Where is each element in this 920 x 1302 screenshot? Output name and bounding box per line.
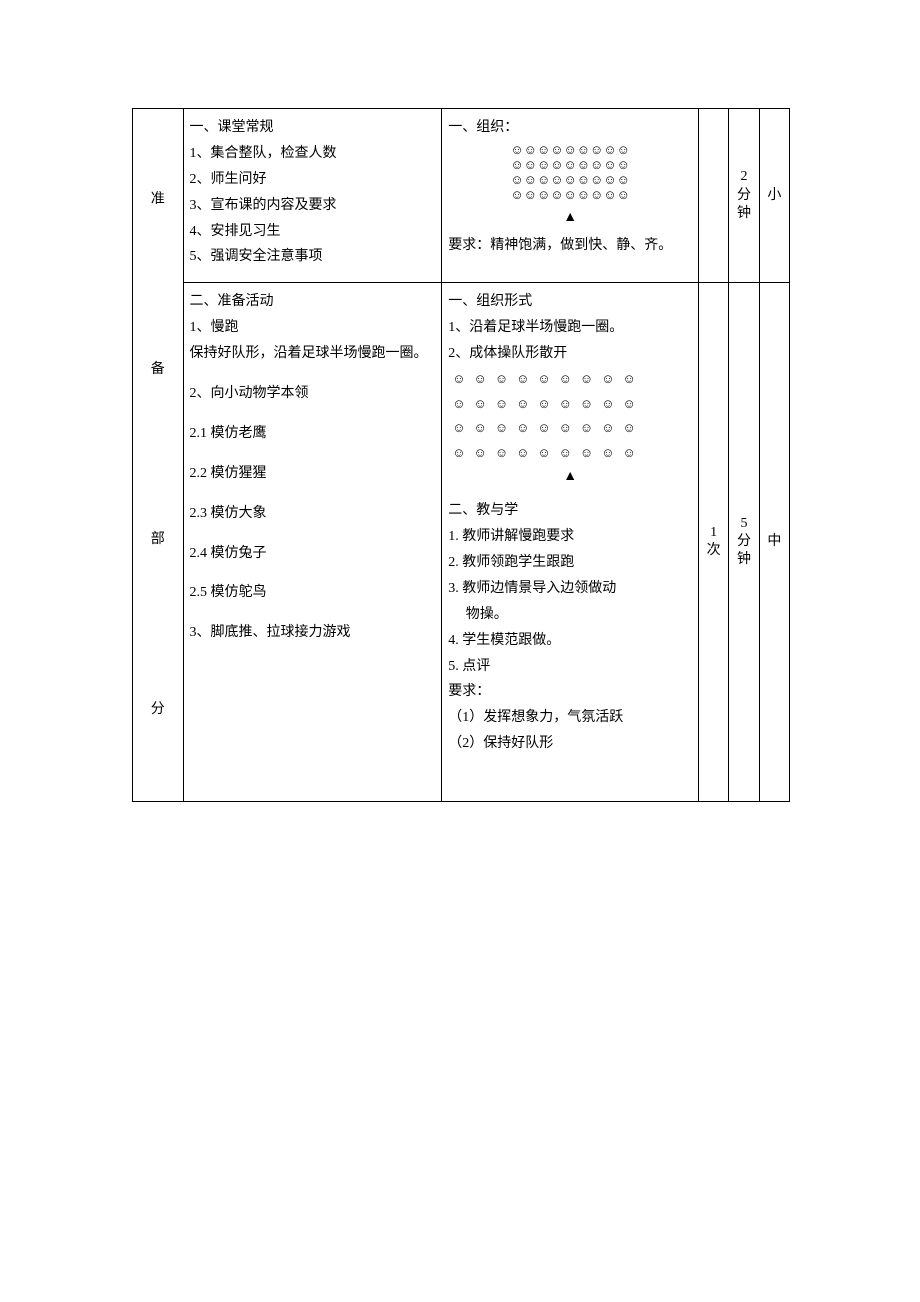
row2-steps: 1. 教师讲解慢跑要求 2. 教师领跑学生跟跑 3. 教师边情景导入边领做动 物…: [448, 524, 692, 679]
duration-unit: 钟: [737, 205, 751, 223]
spacer: [448, 488, 692, 498]
row2-req-label: 要求：: [448, 679, 692, 705]
formation-row: ☺☺☺☺☺☺☺☺☺: [452, 441, 692, 466]
row1-duration-cell: 2 分 钟: [729, 109, 759, 283]
formation-row: ☺☺☺☺☺☺☺☺☺: [448, 143, 692, 158]
formation-row: ☺☺☺☺☺☺☺☺☺: [452, 392, 692, 417]
row2-duration: 5 分 钟: [735, 515, 752, 570]
duration-value: 5: [740, 515, 747, 533]
spacer: [448, 757, 692, 777]
row1-intensity: 小: [766, 187, 783, 205]
row2-req1: （1）发挥想象力，气氛活跃: [448, 705, 692, 731]
row1-item-4: 4、安排见习生: [190, 219, 436, 245]
formation-row: ☺☺☺☺☺☺☺☺☺: [452, 367, 692, 392]
row1-duration: 2 分 钟: [735, 168, 752, 223]
row1-content-title: 一、课堂常规: [190, 115, 436, 141]
row2-intensity-cell: 中: [759, 283, 789, 802]
section-label: 准 备 部 分: [139, 115, 177, 795]
row1-org-title: 一、组织：: [448, 115, 692, 141]
step: 5. 点评: [448, 654, 692, 680]
row1-req: 要求：精神饱满，做到快、静、齐。: [448, 233, 692, 259]
row2-req2: （2）保持好队形: [448, 731, 692, 757]
row2-p2: 2、向小动物学本领: [190, 381, 436, 407]
row2-org-cell: 一、组织形式 1、沿着足球半场慢跑一圈。 2、成体操队形散开 ☺☺☺☺☺☺☺☺☺…: [442, 283, 699, 802]
row2-s2: 2.2 模仿猩猩: [190, 461, 436, 487]
row2-p3: 3、脚底推、拉球接力游戏: [190, 620, 436, 646]
row1-item-5: 5、强调安全注意事项: [190, 244, 436, 270]
row1-item-1: 1、集合整队，检查人数: [190, 141, 436, 167]
teacher-marker: ▲: [448, 466, 692, 488]
section-char-4: 分: [151, 697, 165, 723]
row2-duration-cell: 5 分 钟: [729, 283, 759, 802]
times-value: 1: [710, 524, 717, 542]
row2-content-cell: 二、准备活动 1、慢跑 保持好队形，沿着足球半场慢跑一圈。 2、向小动物学本领 …: [183, 283, 442, 802]
section-label-cell: 准 备 部 分: [133, 109, 184, 802]
step: 3. 教师边情景导入边领做动: [448, 576, 692, 602]
row1-content-items: 1、集合整队，检查人数 2、师生问好 3、宣布课的内容及要求 4、安排见习生 5…: [190, 141, 436, 270]
step: 物操。: [448, 602, 692, 628]
row2-org-t1a: 1、沿着足球半场慢跑一圈。: [448, 315, 692, 341]
section-char-1: 准: [151, 187, 165, 213]
section-char-3: 部: [151, 527, 165, 553]
formation-row: ☺☺☺☺☺☺☺☺☺: [448, 173, 692, 188]
lesson-plan-table: 准 备 部 分 一、课堂常规 1、集合整队，检查人数 2、师生问好 3、宣布课的…: [132, 108, 790, 802]
row2-formation: ☺☺☺☺☺☺☺☺☺ ☺☺☺☺☺☺☺☺☺ ☺☺☺☺☺☺☺☺☺ ☺☺☺☺☺☺☺☺☺: [448, 367, 692, 466]
row2-title: 二、准备活动: [190, 289, 436, 315]
duration-unit: 钟: [737, 551, 751, 569]
formation-row: ☺☺☺☺☺☺☺☺☺: [448, 188, 692, 203]
row2-org-t2: 二、教与学: [448, 498, 692, 524]
row2-org-t1: 一、组织形式: [448, 289, 692, 315]
row2-p1a: 1、慢跑: [190, 315, 436, 341]
row2-s1: 2.1 模仿老鹰: [190, 421, 436, 447]
row1-formation: ☺☺☺☺☺☺☺☺☺ ☺☺☺☺☺☺☺☺☺ ☺☺☺☺☺☺☺☺☺ ☺☺☺☺☺☺☺☺☺: [448, 143, 692, 203]
row2-times: 1 次: [705, 524, 722, 560]
page: 准 备 部 分 一、课堂常规 1、集合整队，检查人数 2、师生问好 3、宣布课的…: [0, 0, 920, 1272]
row2-intensity: 中: [766, 533, 783, 551]
row2-org-t1b: 2、成体操队形散开: [448, 341, 692, 367]
row2-times-cell: 1 次: [699, 283, 729, 802]
duration-unit: 分: [737, 187, 751, 205]
formation-row: ☺☺☺☺☺☺☺☺☺: [448, 158, 692, 173]
times-unit: 次: [707, 542, 721, 560]
section-char-2: 备: [151, 357, 165, 383]
duration-unit: 分: [737, 533, 751, 551]
row2-s5: 2.5 模仿鸵鸟: [190, 580, 436, 606]
step: 1. 教师讲解慢跑要求: [448, 524, 692, 550]
row1-item-2: 2、师生问好: [190, 167, 436, 193]
row2-block-1: 二、准备活动 1、慢跑 保持好队形，沿着足球半场慢跑一圈。: [190, 289, 436, 367]
row1-times-cell: [699, 109, 729, 283]
teacher-marker: ▲: [448, 207, 692, 229]
row1-org-cell: 一、组织： ☺☺☺☺☺☺☺☺☺ ☺☺☺☺☺☺☺☺☺ ☺☺☺☺☺☺☺☺☺ ☺☺☺☺…: [442, 109, 699, 283]
step: 4. 学生模范跟做。: [448, 628, 692, 654]
step: 2. 教师领跑学生跟跑: [448, 550, 692, 576]
row1-intensity-cell: 小: [759, 109, 789, 283]
row1-item-3: 3、宣布课的内容及要求: [190, 193, 436, 219]
row2-p1b: 保持好队形，沿着足球半场慢跑一圈。: [190, 341, 436, 367]
row2-s4: 2.4 模仿兔子: [190, 541, 436, 567]
row1-content-cell: 一、课堂常规 1、集合整队，检查人数 2、师生问好 3、宣布课的内容及要求 4、…: [183, 109, 442, 283]
duration-value: 2: [740, 168, 747, 186]
formation-row: ☺☺☺☺☺☺☺☺☺: [452, 416, 692, 441]
row2-s3: 2.3 模仿大象: [190, 501, 436, 527]
